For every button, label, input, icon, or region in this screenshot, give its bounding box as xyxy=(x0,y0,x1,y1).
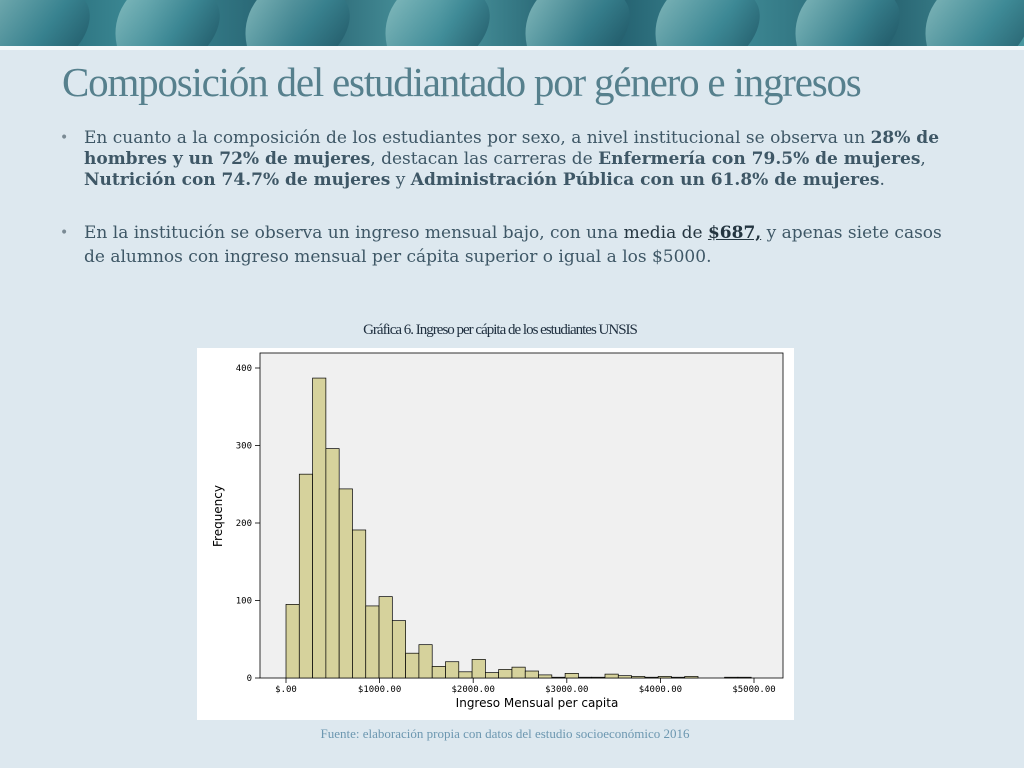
decorative-banner xyxy=(0,0,1024,46)
bullet-text: y xyxy=(390,170,411,190)
histogram-bar xyxy=(352,529,367,679)
histogram-bar xyxy=(298,473,313,679)
x-tick-label: $1000.00 xyxy=(358,685,401,695)
bullet-emphasis: Administración Pública con un 61.8% de m… xyxy=(410,170,880,190)
bullet-text: En la institución se observa un ingreso … xyxy=(84,223,624,243)
y-tick-label: 300 xyxy=(236,442,252,452)
bullet-gender: En cuanto a la composición de los estudi… xyxy=(60,128,960,191)
x-tick-label: $5000.00 xyxy=(732,685,775,695)
leaf-decoration xyxy=(0,0,106,46)
histogram-bar xyxy=(657,676,672,679)
histogram-bar xyxy=(684,676,699,679)
bullet-emphasis: Nutrición con 74.7% de mujeres xyxy=(84,170,391,190)
bullet-emphasis: $687, xyxy=(707,223,762,243)
histogram-bar xyxy=(591,676,606,679)
bullet-emphasis: 28% de hombres y un 72% de mujeres xyxy=(84,128,940,169)
histogram-bar xyxy=(617,675,632,679)
leaf-decoration xyxy=(904,0,1024,46)
leaf-decoration xyxy=(94,0,236,46)
x-axis-title: Ingreso Mensual per capita xyxy=(456,696,619,710)
leaf-decoration xyxy=(224,0,366,46)
histogram-bar xyxy=(724,676,739,679)
banner-divider xyxy=(0,46,1024,50)
bullet-text: , xyxy=(920,149,926,169)
histogram-chart: 0 100 200 300 400 $.00 $1000.00 $2000.00 $3000.… xyxy=(197,348,794,720)
histogram-bar xyxy=(485,672,500,679)
histogram-bar xyxy=(431,666,446,679)
leaf-decoration xyxy=(634,0,776,46)
histogram-bar xyxy=(325,448,340,679)
histogram-bar xyxy=(498,669,513,679)
histogram-bar xyxy=(671,676,686,679)
histogram-bar xyxy=(378,596,393,679)
x-tick-label: $.00 xyxy=(275,685,297,695)
y-tick-label: 200 xyxy=(236,519,252,529)
histogram-bar xyxy=(538,674,553,679)
source-note: Fuente: elaboración propia con datos del… xyxy=(320,726,690,741)
leaf-decoration xyxy=(364,0,506,46)
bullet-emphasis: Enfermería con 79.5% de mujeres xyxy=(598,149,921,169)
histogram-bar xyxy=(511,666,526,679)
histogram-bar xyxy=(644,676,659,679)
y-tick-label: 100 xyxy=(236,597,252,607)
histogram-bar xyxy=(737,676,752,679)
histogram-bar xyxy=(338,488,353,679)
histogram-bar xyxy=(578,676,593,679)
bullet-text: media de xyxy=(623,223,708,243)
y-tick-label: 400 xyxy=(236,364,252,374)
leaf-decoration xyxy=(774,0,916,46)
histogram-bar xyxy=(471,659,486,679)
histogram-bar xyxy=(405,652,420,679)
x-tick-label: $2000.00 xyxy=(452,685,495,695)
histogram-bar xyxy=(551,676,566,679)
histogram-svg: 0 100 200 300 400 $.00 $1000.00 $2000.00 $3000.… xyxy=(211,352,784,710)
histogram-bar xyxy=(458,671,473,679)
histogram-bar xyxy=(365,605,380,679)
bullet-text: y apenas siete casos de alumnos con ingr… xyxy=(84,223,942,267)
histogram-bar xyxy=(631,676,646,679)
y-tick-label: 0 xyxy=(247,674,252,684)
x-tick-label: $4000.00 xyxy=(639,685,682,695)
histogram-bar xyxy=(391,620,406,679)
bullet-list: En cuanto a la composición de los estudi… xyxy=(60,128,960,269)
bullet-text: , destacan las carreras de xyxy=(370,149,599,169)
x-tick-label: $3000.00 xyxy=(545,685,588,695)
histogram-bar xyxy=(285,604,300,679)
bullet-income: En la institución se observa un ingreso … xyxy=(60,221,960,269)
histogram-bar xyxy=(445,661,460,679)
histogram-bar xyxy=(564,673,579,679)
histogram-bar xyxy=(312,377,327,679)
chart-caption: Gráfica 6. Ingreso per cápita de los est… xyxy=(363,322,638,338)
histogram-bar xyxy=(418,644,433,679)
bullet-text: . xyxy=(879,170,885,190)
leaf-decoration xyxy=(504,0,646,46)
y-axis-title: Frequency xyxy=(211,485,225,547)
bullet-text: En cuanto a la composición de los estudi… xyxy=(84,128,871,148)
histogram-bar xyxy=(604,673,619,679)
histogram-bar xyxy=(524,670,539,679)
slide-title: Composición del estudiantado por género … xyxy=(62,59,862,105)
